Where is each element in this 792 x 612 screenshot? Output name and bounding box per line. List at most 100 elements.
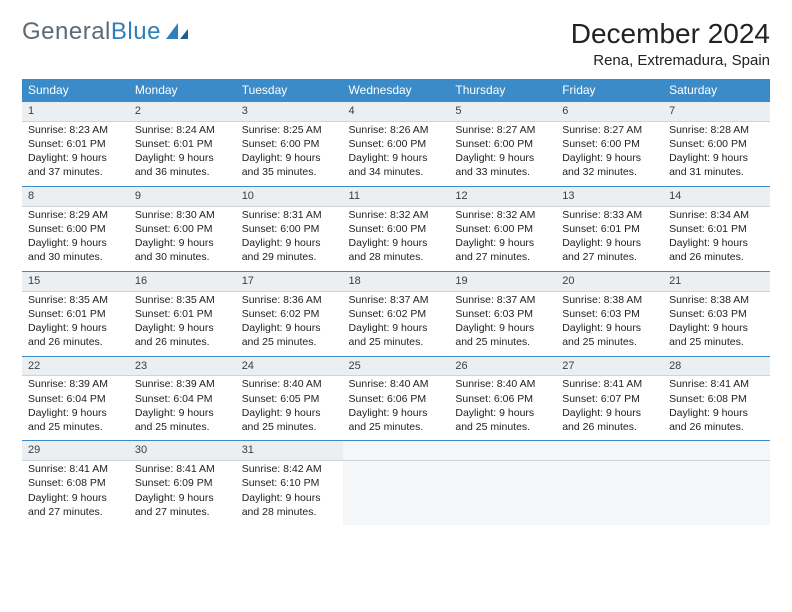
sunset-line: Sunset: 6:03 PM bbox=[455, 307, 550, 321]
logo-text-gray: General bbox=[22, 18, 111, 46]
sunrise-line: Sunrise: 8:40 AM bbox=[455, 377, 550, 391]
sunset-line: Sunset: 6:10 PM bbox=[242, 476, 337, 490]
date-number-cell: 7 bbox=[663, 102, 770, 122]
sunrise-line: Sunrise: 8:27 AM bbox=[562, 123, 657, 137]
day-cell: Sunrise: 8:30 AMSunset: 6:00 PMDaylight:… bbox=[129, 206, 236, 271]
daylight-line: Daylight: 9 hours bbox=[242, 321, 337, 335]
sunset-line: Sunset: 6:09 PM bbox=[135, 476, 230, 490]
date-number-cell: 18 bbox=[343, 271, 450, 291]
day-cell: Sunrise: 8:34 AMSunset: 6:01 PMDaylight:… bbox=[663, 206, 770, 271]
daylight-line: Daylight: 9 hours bbox=[135, 406, 230, 420]
weekday-header: Thursday bbox=[449, 79, 556, 102]
day-cell: Sunrise: 8:23 AMSunset: 6:01 PMDaylight:… bbox=[22, 121, 129, 186]
sunset-line: Sunset: 6:02 PM bbox=[349, 307, 444, 321]
daylight-line: and 29 minutes. bbox=[242, 250, 337, 264]
daylight-line: and 25 minutes. bbox=[455, 420, 550, 434]
daylight-line: Daylight: 9 hours bbox=[242, 151, 337, 165]
sunset-line: Sunset: 6:07 PM bbox=[562, 392, 657, 406]
day-cell: Sunrise: 8:41 AMSunset: 6:07 PMDaylight:… bbox=[556, 376, 663, 441]
daylight-line: and 25 minutes. bbox=[242, 335, 337, 349]
date-number-cell bbox=[343, 441, 450, 461]
daylight-line: Daylight: 9 hours bbox=[562, 406, 657, 420]
day-cell: Sunrise: 8:42 AMSunset: 6:10 PMDaylight:… bbox=[236, 461, 343, 526]
daylight-line: Daylight: 9 hours bbox=[28, 236, 123, 250]
daylight-line: and 26 minutes. bbox=[562, 420, 657, 434]
week-content-row: Sunrise: 8:39 AMSunset: 6:04 PMDaylight:… bbox=[22, 376, 770, 441]
sunrise-line: Sunrise: 8:37 AM bbox=[455, 293, 550, 307]
logo-text-blue: Blue bbox=[111, 18, 161, 46]
day-cell: Sunrise: 8:37 AMSunset: 6:02 PMDaylight:… bbox=[343, 291, 450, 356]
sunset-line: Sunset: 6:03 PM bbox=[562, 307, 657, 321]
daylight-line: Daylight: 9 hours bbox=[562, 321, 657, 335]
sunset-line: Sunset: 6:08 PM bbox=[669, 392, 764, 406]
sunset-line: Sunset: 6:01 PM bbox=[28, 307, 123, 321]
daylight-line: and 34 minutes. bbox=[349, 165, 444, 179]
week-content-row: Sunrise: 8:35 AMSunset: 6:01 PMDaylight:… bbox=[22, 291, 770, 356]
date-number-cell: 15 bbox=[22, 271, 129, 291]
daylight-line: and 27 minutes. bbox=[562, 250, 657, 264]
day-cell bbox=[663, 461, 770, 526]
daylight-line: Daylight: 9 hours bbox=[669, 321, 764, 335]
daylight-line: and 37 minutes. bbox=[28, 165, 123, 179]
date-number-cell: 21 bbox=[663, 271, 770, 291]
sunrise-line: Sunrise: 8:23 AM bbox=[28, 123, 123, 137]
day-cell bbox=[449, 461, 556, 526]
sunrise-line: Sunrise: 8:24 AM bbox=[135, 123, 230, 137]
day-cell: Sunrise: 8:35 AMSunset: 6:01 PMDaylight:… bbox=[129, 291, 236, 356]
day-cell: Sunrise: 8:36 AMSunset: 6:02 PMDaylight:… bbox=[236, 291, 343, 356]
daylight-line: and 25 minutes. bbox=[669, 335, 764, 349]
daylight-line: Daylight: 9 hours bbox=[349, 236, 444, 250]
weekday-header: Tuesday bbox=[236, 79, 343, 102]
daylight-line: Daylight: 9 hours bbox=[242, 236, 337, 250]
day-cell: Sunrise: 8:39 AMSunset: 6:04 PMDaylight:… bbox=[22, 376, 129, 441]
date-number-cell: 14 bbox=[663, 186, 770, 206]
day-cell: Sunrise: 8:27 AMSunset: 6:00 PMDaylight:… bbox=[556, 121, 663, 186]
sunset-line: Sunset: 6:01 PM bbox=[135, 137, 230, 151]
sunrise-line: Sunrise: 8:39 AM bbox=[135, 377, 230, 391]
weekday-header: Monday bbox=[129, 79, 236, 102]
date-strip-row: 22232425262728 bbox=[22, 356, 770, 376]
day-cell: Sunrise: 8:33 AMSunset: 6:01 PMDaylight:… bbox=[556, 206, 663, 271]
day-cell: Sunrise: 8:28 AMSunset: 6:00 PMDaylight:… bbox=[663, 121, 770, 186]
sunset-line: Sunset: 6:00 PM bbox=[455, 137, 550, 151]
weekday-header: Saturday bbox=[663, 79, 770, 102]
daylight-line: and 32 minutes. bbox=[562, 165, 657, 179]
week-content-row: Sunrise: 8:29 AMSunset: 6:00 PMDaylight:… bbox=[22, 206, 770, 271]
date-number-cell: 4 bbox=[343, 102, 450, 122]
sunset-line: Sunset: 6:02 PM bbox=[242, 307, 337, 321]
date-strip-row: 1234567 bbox=[22, 102, 770, 122]
date-number-cell: 10 bbox=[236, 186, 343, 206]
sunset-line: Sunset: 6:01 PM bbox=[135, 307, 230, 321]
sunrise-line: Sunrise: 8:41 AM bbox=[562, 377, 657, 391]
daylight-line: and 25 minutes. bbox=[242, 420, 337, 434]
day-cell bbox=[343, 461, 450, 526]
sunrise-line: Sunrise: 8:32 AM bbox=[455, 208, 550, 222]
day-cell: Sunrise: 8:37 AMSunset: 6:03 PMDaylight:… bbox=[449, 291, 556, 356]
sunset-line: Sunset: 6:00 PM bbox=[349, 222, 444, 236]
daylight-line: Daylight: 9 hours bbox=[455, 321, 550, 335]
day-cell: Sunrise: 8:41 AMSunset: 6:08 PMDaylight:… bbox=[22, 461, 129, 526]
sunset-line: Sunset: 6:06 PM bbox=[455, 392, 550, 406]
daylight-line: Daylight: 9 hours bbox=[455, 236, 550, 250]
date-number-cell: 12 bbox=[449, 186, 556, 206]
sunrise-line: Sunrise: 8:27 AM bbox=[455, 123, 550, 137]
daylight-line: Daylight: 9 hours bbox=[349, 321, 444, 335]
daylight-line: and 25 minutes. bbox=[562, 335, 657, 349]
sunrise-line: Sunrise: 8:31 AM bbox=[242, 208, 337, 222]
sunrise-line: Sunrise: 8:40 AM bbox=[349, 377, 444, 391]
date-number-cell: 24 bbox=[236, 356, 343, 376]
date-number-cell: 23 bbox=[129, 356, 236, 376]
sunrise-line: Sunrise: 8:26 AM bbox=[349, 123, 444, 137]
daylight-line: Daylight: 9 hours bbox=[135, 321, 230, 335]
day-cell: Sunrise: 8:38 AMSunset: 6:03 PMDaylight:… bbox=[556, 291, 663, 356]
date-number-cell: 1 bbox=[22, 102, 129, 122]
date-number-cell: 13 bbox=[556, 186, 663, 206]
calendar-header-row: SundayMondayTuesdayWednesdayThursdayFrid… bbox=[22, 79, 770, 102]
daylight-line: Daylight: 9 hours bbox=[135, 151, 230, 165]
date-number-cell bbox=[663, 441, 770, 461]
daylight-line: Daylight: 9 hours bbox=[242, 491, 337, 505]
date-number-cell: 26 bbox=[449, 356, 556, 376]
date-number-cell: 5 bbox=[449, 102, 556, 122]
sunset-line: Sunset: 6:00 PM bbox=[242, 222, 337, 236]
day-cell: Sunrise: 8:40 AMSunset: 6:05 PMDaylight:… bbox=[236, 376, 343, 441]
